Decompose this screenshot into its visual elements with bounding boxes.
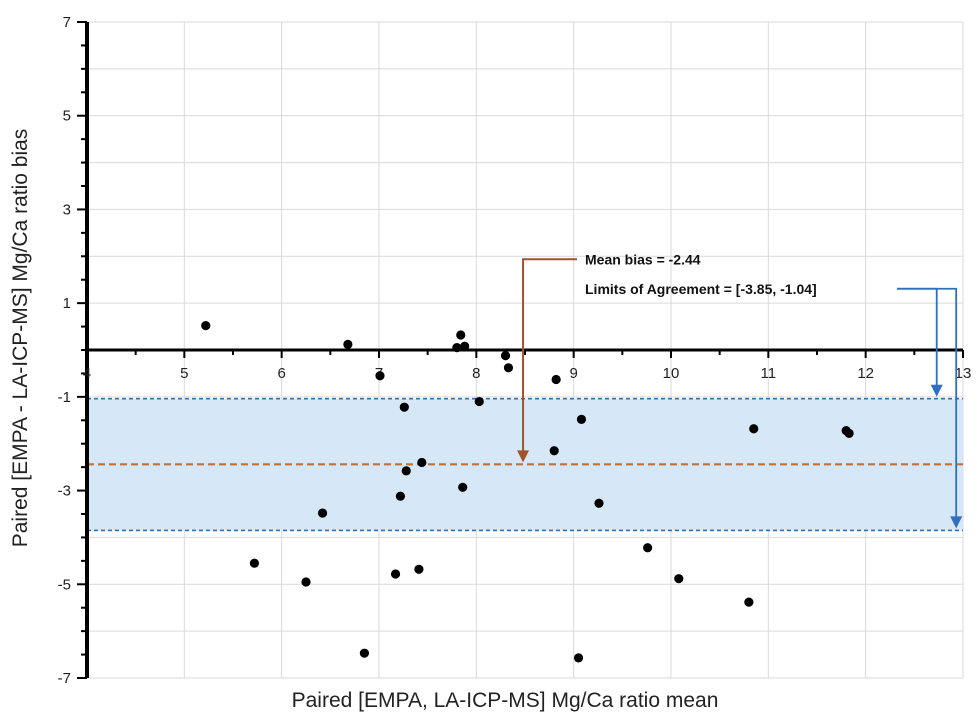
data-point xyxy=(414,564,424,574)
data-point xyxy=(460,341,470,351)
limits-of-agreement-label: Limits of Agreement = [-3.85, -1.04] xyxy=(585,281,817,297)
data-point xyxy=(674,574,684,584)
x-tick-label: 8 xyxy=(472,365,480,382)
mean-bias-arrow xyxy=(522,258,577,453)
data-point xyxy=(395,491,406,501)
x-tick-label: 12 xyxy=(857,365,874,382)
data-point xyxy=(458,482,468,492)
x-tick-label: 4 xyxy=(83,365,91,382)
lower-limit-arrow xyxy=(897,287,958,519)
data-point xyxy=(474,396,484,407)
data-point xyxy=(375,371,385,381)
x-tick-label: 10 xyxy=(663,365,680,382)
data-point xyxy=(749,424,759,434)
y-tick-label: 1 xyxy=(63,295,71,312)
x-tick-label: 6 xyxy=(277,365,285,382)
data-point xyxy=(301,577,311,587)
data-point xyxy=(452,343,462,353)
x-tick-label: 13 xyxy=(955,365,972,382)
data-point xyxy=(417,457,427,468)
x-tick-label: 11 xyxy=(761,365,777,382)
y-tick-label: -7 xyxy=(58,670,71,687)
limits-of-agreement-band xyxy=(87,398,963,531)
y-axis-title: Paired [EMPA - LA-ICP-MS] Mg/Ca ratio bi… xyxy=(9,129,32,548)
data-point xyxy=(249,558,260,568)
data-point xyxy=(456,330,466,340)
data-point xyxy=(503,363,514,373)
x-axis-minor-ticks xyxy=(86,350,964,358)
data-point xyxy=(343,339,353,349)
x-tick-label: 5 xyxy=(180,365,188,382)
data-point xyxy=(390,569,401,579)
data-point xyxy=(594,498,604,508)
mean-bias-label: Mean bias = -2.44 xyxy=(585,251,701,267)
data-point xyxy=(201,321,211,331)
y-tick-label: -1 xyxy=(58,389,71,406)
data-point xyxy=(844,428,854,439)
data-point xyxy=(401,466,411,476)
data-point xyxy=(500,351,511,361)
data-points xyxy=(201,321,854,663)
annotations: Mean bias = -2.44 Limits of Agreement = … xyxy=(517,251,963,529)
y-tick-label: 3 xyxy=(63,201,71,218)
data-point xyxy=(549,446,559,456)
upper-limit-arrowhead xyxy=(930,384,943,397)
data-point xyxy=(573,653,584,663)
data-point xyxy=(317,508,328,518)
data-point xyxy=(744,597,754,607)
data-point xyxy=(551,374,561,385)
y-axis-minor-ticks xyxy=(77,21,87,679)
x-tick-label: 9 xyxy=(569,365,577,382)
y-tick-label: -5 xyxy=(58,576,71,593)
data-point xyxy=(399,402,409,412)
y-tick-labels: -7 -5 -3 -1 1 3 5 7 xyxy=(58,14,71,687)
x-tick-labels: 45678910111213 xyxy=(83,365,972,382)
y-tick-label: -3 xyxy=(58,483,71,500)
lower-limit-arrowhead xyxy=(950,516,963,529)
y-tick-label: 7 xyxy=(63,14,71,31)
data-point xyxy=(576,414,587,424)
data-point xyxy=(359,648,369,658)
y-tick-label: 5 xyxy=(63,108,71,125)
x-axis-title: Paired [EMPA, LA-ICP-MS] Mg/Ca ratio mea… xyxy=(292,689,719,712)
mean-bias-arrowhead xyxy=(517,450,530,463)
data-point xyxy=(643,543,653,553)
